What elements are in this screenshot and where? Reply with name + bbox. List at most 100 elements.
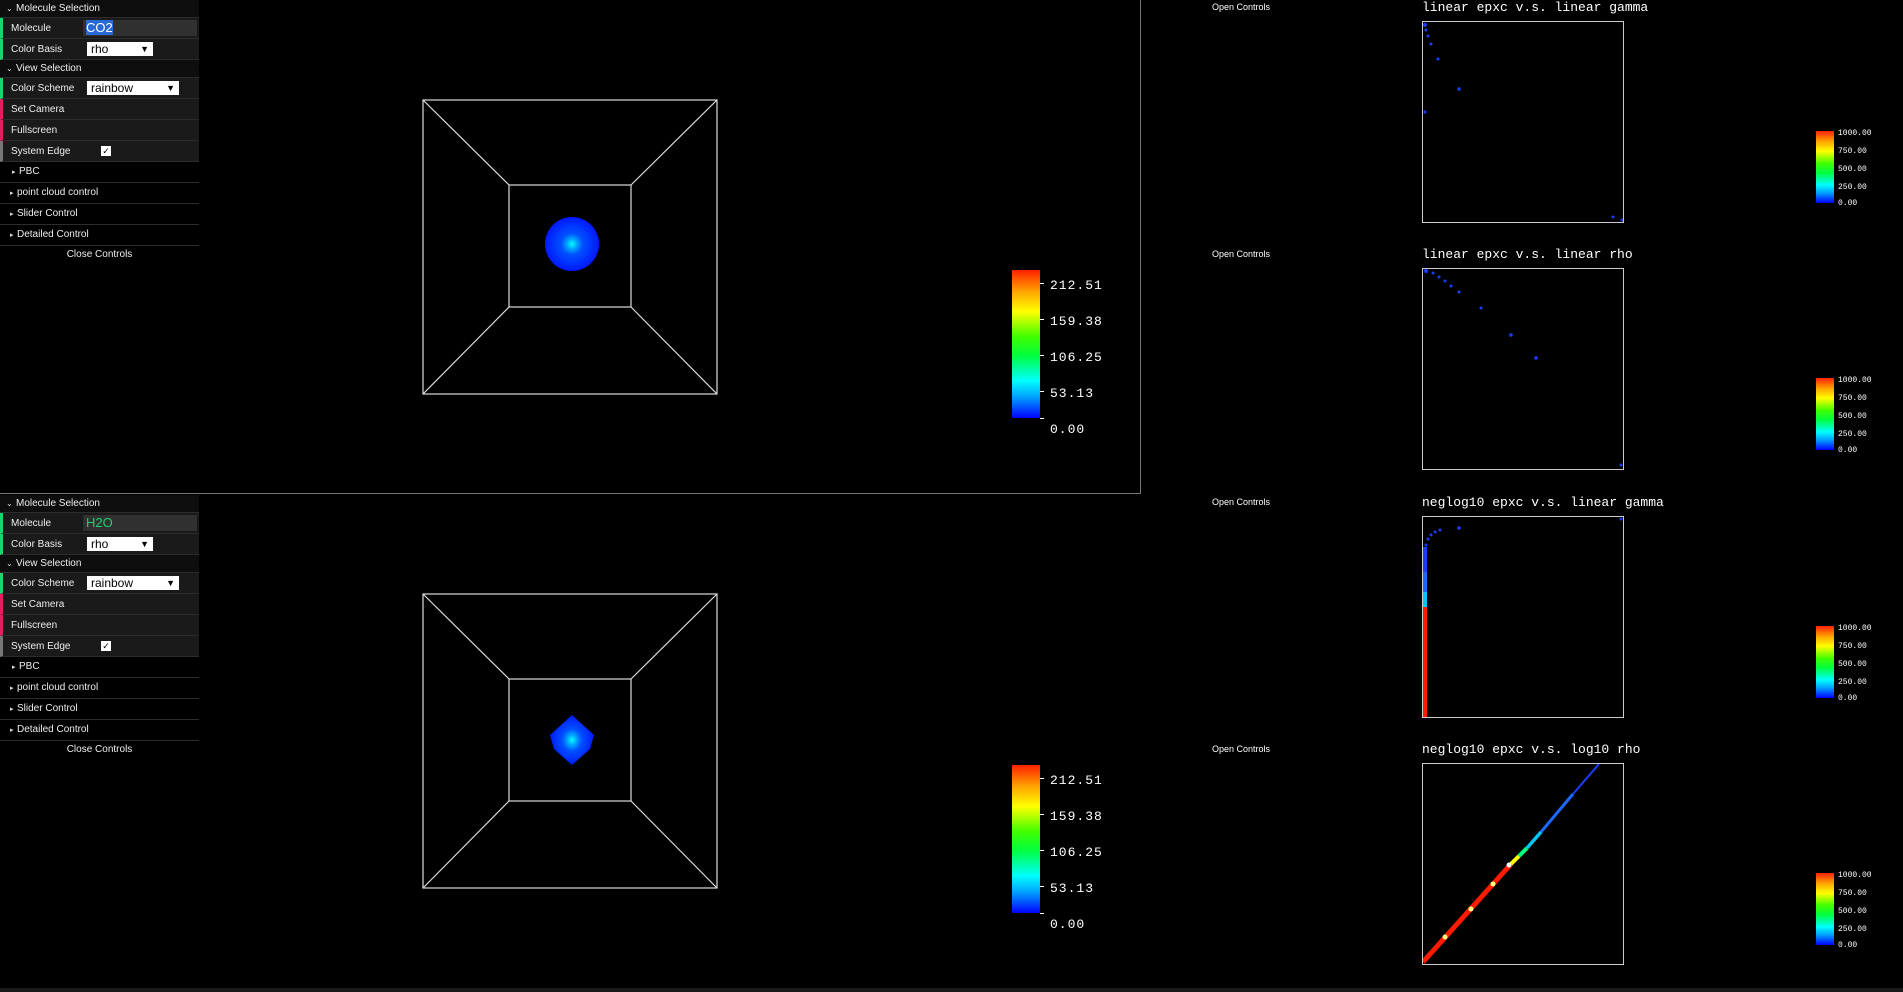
scatter-panel-4: Open Controls neglog10 epxc v.s. log10 r… (1200, 742, 1903, 987)
density-cloud (550, 715, 594, 765)
legend-label: 1000.00 (1838, 376, 1872, 385)
scatter-plot[interactable] (1422, 516, 1624, 718)
system-edge-row: System Edge ✓ (0, 636, 199, 657)
color-basis-row: Color Basis rho ▼ (0, 534, 199, 555)
chevron-right-icon: ▸ (12, 169, 16, 176)
set-camera-button[interactable]: Set Camera (0, 594, 199, 615)
legend-label: 0.00 (1050, 917, 1086, 932)
fullscreen-button[interactable]: Fullscreen (0, 615, 199, 636)
molecule-label: Molecule (11, 22, 52, 34)
legend-label: 250.00 (1838, 925, 1867, 934)
chevron-down-icon: ⌄ (6, 4, 13, 13)
scatter-plot[interactable] (1422, 268, 1624, 470)
legend-label: 500.00 (1838, 660, 1867, 669)
folder-detailed-control[interactable]: ▸ Detailed Control (0, 720, 199, 741)
color-basis-select[interactable]: rho ▼ (87, 42, 153, 56)
folder-detailed-control[interactable]: ▸ Detailed Control (0, 225, 199, 246)
mini-color-legend: 1000.00 750.00 500.00 250.00 0.00 (1816, 871, 1872, 950)
control-panel: ⌄ Molecule Selection Molecule H2O Color B… (0, 495, 199, 759)
system-edge-checkbox[interactable]: ✓ (101, 641, 111, 651)
color-basis-label: Color Basis (11, 538, 63, 550)
legend-label: 106.25 (1050, 845, 1103, 860)
scatter-plot[interactable] (1422, 763, 1624, 965)
molecule-viewer-h2o[interactable]: ⌄ Molecule Selection Molecule H2O Color B… (0, 495, 1140, 988)
legend-label: 0.00 (1838, 446, 1858, 455)
open-controls-button[interactable]: Open Controls (1212, 744, 1271, 754)
system-box-3d[interactable] (422, 99, 718, 395)
color-scheme-select[interactable]: rainbow ▼ (87, 576, 179, 590)
legend-label: 500.00 (1838, 412, 1867, 421)
plot-title: neglog10 epxc v.s. linear gamma (1422, 495, 1664, 510)
molecule-row: Molecule H2O (0, 513, 199, 534)
color-legend: 212.51 159.38 106.25 53.13 0.00 (1010, 268, 1120, 437)
legend-label: 106.25 (1050, 350, 1103, 365)
dropdown-arrow-icon: ▼ (140, 44, 149, 54)
scatter-plot[interactable] (1422, 21, 1624, 223)
legend-label: 750.00 (1838, 642, 1867, 651)
plot-title: linear epxc v.s. linear gamma (1422, 0, 1649, 15)
folder-point-cloud-control[interactable]: ▸ point cloud control (0, 183, 199, 204)
chevron-right-icon: ▸ (10, 232, 14, 239)
scatter-panel-2: Open Controls linear epxc v.s. linear rh… (1200, 247, 1903, 492)
color-scheme-select[interactable]: rainbow ▼ (87, 81, 179, 95)
system-box-3d[interactable] (422, 593, 718, 889)
legend-label: 500.00 (1838, 907, 1867, 916)
folder-slider-control[interactable]: ▸ Slider Control (0, 204, 199, 225)
open-controls-button[interactable]: Open Controls (1212, 497, 1271, 507)
folder-view-selection[interactable]: ⌄ View Selection (0, 555, 199, 573)
chevron-right-icon: ▸ (10, 706, 14, 713)
open-controls-button[interactable]: Open Controls (1212, 2, 1271, 12)
close-controls-button[interactable]: Close Controls (0, 741, 199, 759)
folder-slider-control[interactable]: ▸ Slider Control (0, 699, 199, 720)
folder-molecule-selection[interactable]: ⌄ Molecule Selection (0, 0, 199, 18)
mini-color-legend: 1000.00 750.00 500.00 250.00 0.00 (1816, 624, 1872, 703)
chevron-right-icon: ▸ (10, 190, 14, 197)
legend-label: 250.00 (1838, 678, 1867, 687)
legend-gradient-bar (1012, 270, 1040, 418)
set-camera-button[interactable]: Set Camera (0, 99, 199, 120)
legend-gradient-bar (1816, 378, 1834, 450)
system-edge-checkbox[interactable]: ✓ (101, 146, 111, 156)
legend-label: 750.00 (1838, 394, 1867, 403)
dropdown-arrow-icon: ▼ (166, 83, 175, 93)
molecule-input[interactable]: CO2 (83, 20, 197, 36)
legend-label: 250.00 (1838, 183, 1867, 192)
system-edge-row: System Edge ✓ (0, 141, 199, 162)
plot-title: linear epxc v.s. linear rho (1422, 247, 1633, 262)
density-cloud (545, 217, 599, 271)
legend-label: 750.00 (1838, 889, 1867, 898)
system-edge-label: System Edge (11, 145, 71, 157)
legend-gradient-bar (1816, 626, 1834, 698)
folder-pbc[interactable]: ▸ PBC (0, 162, 199, 183)
open-controls-button[interactable]: Open Controls (1212, 249, 1271, 259)
legend-label: 0.00 (1838, 199, 1858, 208)
legend-gradient-bar (1816, 131, 1834, 203)
molecule-viewer-co2[interactable]: ⌄ Molecule Selection Molecule CO2 Color B… (0, 0, 1141, 494)
folder-point-cloud-control[interactable]: ▸ point cloud control (0, 678, 199, 699)
folder-molecule-selection[interactable]: ⌄ Molecule Selection (0, 495, 199, 513)
scatter-panel-3: Open Controls neglog10 epxc v.s. linear … (1200, 495, 1903, 740)
legend-label: 1000.00 (1838, 624, 1872, 633)
folder-view-selection[interactable]: ⌄ View Selection (0, 60, 199, 78)
bottom-scrollbar[interactable] (0, 988, 1903, 992)
legend-gradient-bar (1012, 765, 1040, 913)
color-basis-row: Color Basis rho ▼ (0, 39, 199, 60)
legend-label: 159.38 (1050, 314, 1103, 329)
chevron-down-icon: ⌄ (6, 499, 13, 508)
plot-title: neglog10 epxc v.s. log10 rho (1422, 742, 1641, 757)
mini-color-legend: 1000.00 750.00 500.00 250.00 0.00 (1816, 129, 1872, 208)
legend-label: 159.38 (1050, 809, 1103, 824)
scatter-panel-1: Open Controls linear epxc v.s. linear ga… (1200, 0, 1903, 245)
folder-pbc[interactable]: ▸ PBC (0, 657, 199, 678)
molecule-row: Molecule CO2 (0, 18, 199, 39)
color-legend: 212.51 159.38 106.25 53.13 0.00 (1010, 763, 1120, 932)
legend-label: 0.00 (1838, 694, 1858, 703)
color-basis-select[interactable]: rho ▼ (87, 537, 153, 551)
legend-label: 212.51 (1050, 278, 1103, 293)
color-scheme-row: Color Scheme rainbow ▼ (0, 573, 199, 594)
fullscreen-button[interactable]: Fullscreen (0, 120, 199, 141)
molecule-input[interactable]: H2O (83, 515, 197, 531)
close-controls-button[interactable]: Close Controls (0, 246, 199, 264)
legend-label: 1000.00 (1838, 129, 1872, 138)
legend-gradient-bar (1816, 873, 1834, 945)
